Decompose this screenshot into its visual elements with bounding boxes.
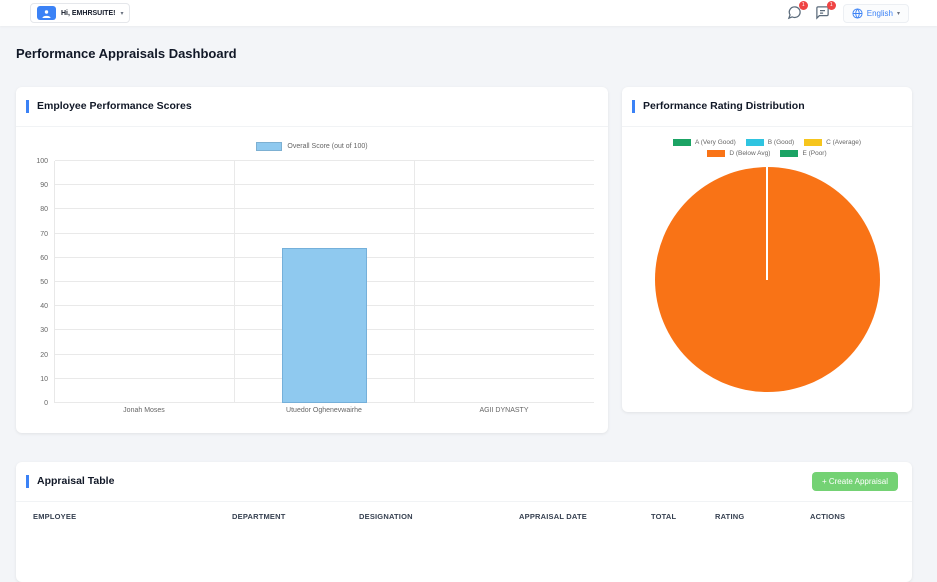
legend-swatch bbox=[804, 139, 823, 146]
y-tick-label: 40 bbox=[40, 303, 48, 311]
chat-notifications-button[interactable]: 1 bbox=[787, 1, 808, 21]
y-tick-label: 60 bbox=[40, 254, 48, 262]
y-tick-label: 0 bbox=[44, 400, 48, 407]
bar-chart-legend[interactable]: Overall Score (out of 100) bbox=[16, 131, 608, 161]
table-card-title: Appraisal Table bbox=[26, 475, 114, 488]
bar-y-axis: 0 10 20 30 40 50 60 70 80 90 100 bbox=[26, 158, 54, 407]
gridline bbox=[55, 208, 594, 210]
bar-x-axis: Jonah Moses Utuedor Oghenevwairhe AGII DYN… bbox=[54, 407, 594, 414]
chat-bubble-icon bbox=[787, 6, 801, 20]
y-tick-label: 50 bbox=[40, 279, 48, 286]
topbar: Hi, EMHRSUITE! ▾ 1 1 English ▾ bbox=[0, 0, 937, 26]
pie-slice-divider bbox=[766, 167, 768, 280]
bar-column bbox=[414, 161, 594, 403]
bar-columns bbox=[55, 161, 594, 403]
page-title: Performance Appraisals Dashboard bbox=[16, 46, 237, 61]
pie-chart-legend[interactable]: A (Very Good) B (Good) C (Average) D (Below… bbox=[647, 139, 887, 157]
pie-legend-item[interactable]: A (Very Good) bbox=[672, 139, 736, 146]
user-greeting: Hi, EMHRSUITE! bbox=[61, 9, 116, 17]
y-tick-label: 90 bbox=[40, 182, 48, 190]
y-tick-label: 70 bbox=[40, 230, 48, 238]
table-column-header[interactable]: APPRAISAL DATE bbox=[519, 512, 587, 521]
chevron-down-icon: ▾ bbox=[896, 10, 900, 17]
legend-label: Overall Score (out of 100) bbox=[287, 142, 368, 150]
legend-swatch bbox=[672, 139, 691, 146]
gridline bbox=[55, 160, 594, 161]
legend-swatch bbox=[745, 139, 764, 146]
pie-legend-item[interactable]: E (Poor) bbox=[780, 150, 827, 157]
user-menu-button[interactable]: Hi, EMHRSUITE! ▾ bbox=[30, 3, 131, 23]
legend-label: C (Average) bbox=[826, 139, 862, 146]
table-column-header[interactable]: EMPLOYEE bbox=[33, 512, 77, 521]
message-notifications-button[interactable]: 1 bbox=[815, 1, 836, 21]
appraisal-table-card: Appraisal Table + Create Appraisal EMPLO… bbox=[16, 462, 912, 582]
y-tick-label: 80 bbox=[40, 206, 48, 214]
table-column-header[interactable]: TOTAL bbox=[651, 512, 677, 521]
chevron-down-icon: ▾ bbox=[120, 10, 124, 17]
pie-legend-item[interactable]: C (Average) bbox=[804, 139, 861, 146]
legend-swatch bbox=[707, 150, 726, 157]
pie-legend-item[interactable]: D (Below Avg) bbox=[707, 150, 770, 157]
pie-card-title: Performance Rating Distribution bbox=[632, 100, 805, 113]
message-badge: 1 bbox=[826, 1, 836, 10]
y-tick-label: 10 bbox=[40, 375, 48, 383]
legend-label: E (Poor) bbox=[802, 150, 827, 157]
language-label: English bbox=[866, 8, 893, 18]
pie-legend-item[interactable]: B (Good) bbox=[745, 139, 795, 146]
bar-card-title: Employee Performance Scores bbox=[26, 100, 192, 113]
rating-distribution-card: Performance Rating Distribution A (Very … bbox=[622, 87, 912, 412]
x-tick-label: Jonah Moses bbox=[123, 407, 165, 414]
y-tick-label: 100 bbox=[36, 158, 48, 165]
gridline bbox=[55, 184, 594, 186]
bar-chart: 0 10 20 30 40 50 60 70 80 90 100 bbox=[16, 158, 608, 407]
pie-chart bbox=[654, 167, 880, 392]
bar-column bbox=[234, 161, 414, 403]
table-header-row: EMPLOYEE DEPARTMENT DESIGNATION APPRAISAL D… bbox=[16, 502, 912, 527]
table-column-header[interactable]: DEPARTMENT bbox=[232, 512, 286, 521]
globe-icon bbox=[852, 7, 863, 19]
bar-plot-area bbox=[54, 160, 594, 403]
legend-label: D (Below Avg) bbox=[729, 150, 771, 157]
table-column-header[interactable]: DESIGNATION bbox=[359, 512, 413, 521]
table-column-header[interactable]: ACTIONS bbox=[810, 512, 846, 521]
legend-swatch bbox=[780, 150, 799, 157]
bar-column bbox=[55, 161, 234, 403]
table-column-header[interactable]: RATING bbox=[715, 512, 745, 521]
legend-label: A (Very Good) bbox=[694, 139, 736, 146]
legend-swatch bbox=[256, 141, 283, 151]
gridline bbox=[55, 232, 594, 234]
x-tick-label: Utuedor Oghenevwairhe bbox=[286, 407, 362, 414]
x-tick-label: AGII DYNASTY bbox=[479, 407, 529, 414]
create-appraisal-button[interactable]: + Create Appraisal bbox=[811, 472, 898, 491]
bar[interactable] bbox=[281, 248, 368, 403]
y-tick-label: 20 bbox=[40, 351, 48, 359]
employee-performance-card: Employee Performance Scores Overall Scor… bbox=[16, 87, 608, 433]
y-tick-label: 30 bbox=[40, 327, 48, 335]
legend-label: B (Good) bbox=[767, 139, 795, 146]
app-logo-icon bbox=[37, 6, 56, 20]
chat-badge: 1 bbox=[798, 1, 808, 10]
language-selector[interactable]: English ▾ bbox=[842, 3, 909, 23]
